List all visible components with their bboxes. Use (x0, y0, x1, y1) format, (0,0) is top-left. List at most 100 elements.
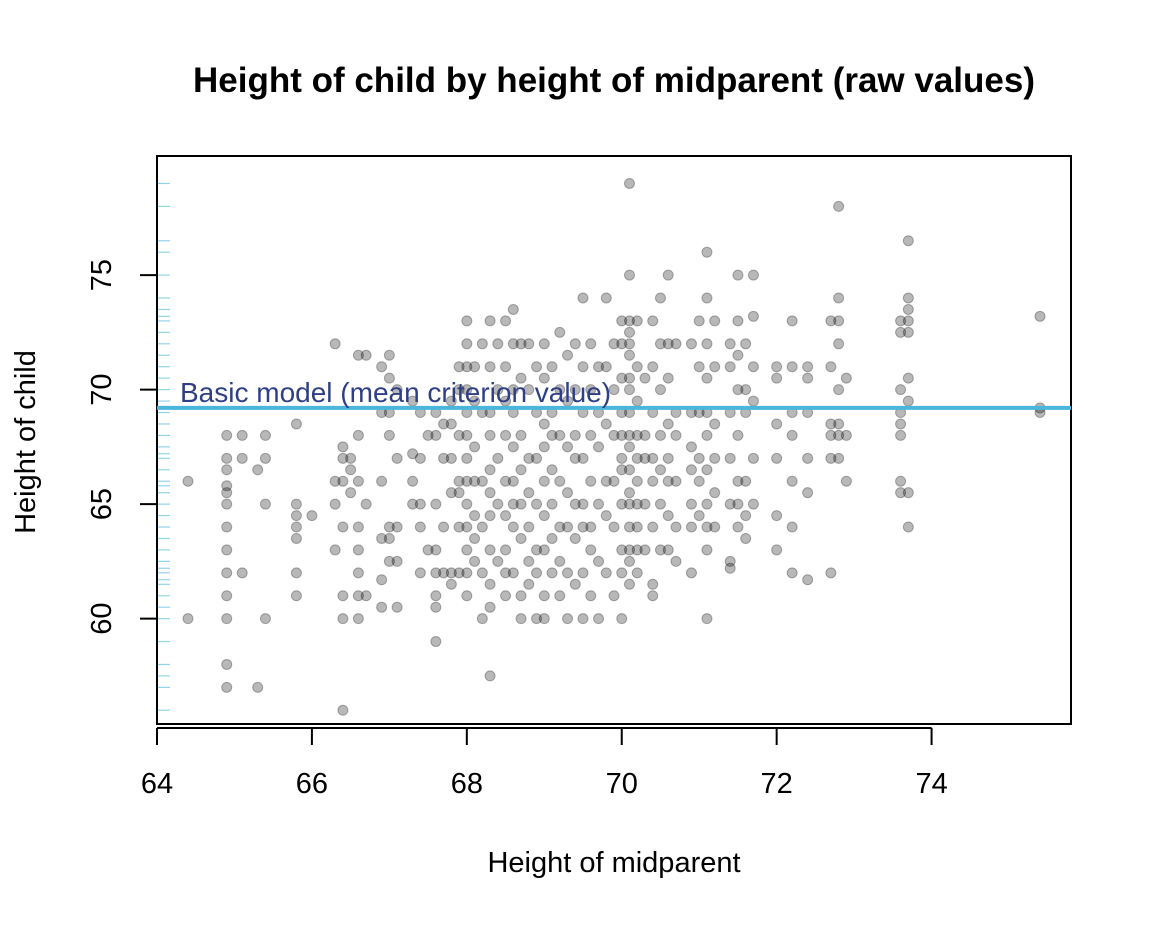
data-point (329, 475, 341, 487)
data-point (546, 361, 558, 373)
data-point (616, 544, 628, 556)
reference-line-label: Basic model (mean criterion value) (180, 377, 611, 408)
data-point (747, 452, 759, 464)
data-point (623, 372, 635, 384)
data-point (554, 384, 566, 396)
data-point (623, 521, 635, 533)
data-point (825, 361, 837, 373)
x-tick-label: 74 (915, 768, 947, 800)
data-point (538, 338, 550, 350)
data-point (360, 349, 372, 361)
chart-title: Height of child by height of midparent (… (193, 61, 1035, 100)
data-point (701, 498, 713, 510)
data-point (608, 521, 620, 533)
data-point (484, 361, 496, 373)
data-point (290, 418, 302, 430)
y-tick-label: 75 (86, 259, 118, 291)
data-point (453, 384, 465, 396)
data-point (430, 590, 442, 602)
data-point (352, 521, 364, 533)
data-point (476, 521, 488, 533)
data-point (221, 658, 233, 670)
data-point (515, 429, 527, 441)
data-point (523, 452, 535, 464)
data-point (337, 704, 349, 716)
data-point (376, 532, 388, 544)
data-point (771, 452, 783, 464)
data-point (469, 532, 481, 544)
data-point (724, 498, 736, 510)
data-point (895, 429, 907, 441)
data-point (631, 395, 643, 407)
data-point (352, 567, 364, 579)
data-point (902, 372, 914, 384)
data-point (600, 475, 612, 487)
data-point (600, 567, 612, 579)
data-point (453, 361, 465, 373)
data-point (407, 475, 419, 487)
data-point (701, 464, 713, 476)
data-point (221, 464, 233, 476)
y-tick-label: 60 (86, 603, 118, 635)
data-point (515, 464, 527, 476)
data-point (391, 521, 403, 533)
data-point (345, 452, 357, 464)
data-point (414, 521, 426, 533)
data-point (329, 498, 341, 510)
data-point (515, 498, 527, 510)
data-point (623, 326, 635, 338)
data-point (631, 544, 643, 556)
points-layer (182, 177, 1046, 716)
data-point (585, 429, 597, 441)
data-point (461, 429, 473, 441)
data-point (577, 361, 589, 373)
data-point (554, 475, 566, 487)
y-axis: 60 65 70 75 (86, 259, 158, 635)
data-point (608, 338, 620, 350)
data-point (647, 590, 659, 602)
data-point (623, 269, 635, 281)
data-point (221, 590, 233, 602)
x-tick-label: 68 (451, 768, 483, 800)
data-point (461, 544, 473, 556)
data-point (500, 475, 512, 487)
data-point (461, 315, 473, 327)
data-point (902, 487, 914, 499)
data-point (701, 246, 713, 258)
data-point (701, 292, 713, 304)
data-point (484, 578, 496, 590)
data-point (523, 521, 535, 533)
data-point (701, 429, 713, 441)
data-point (407, 498, 419, 510)
data-point (662, 544, 674, 556)
data-point (569, 498, 581, 510)
data-point (902, 521, 914, 533)
data-point (647, 578, 659, 590)
data-point (290, 532, 302, 544)
data-point (484, 429, 496, 441)
data-point (290, 567, 302, 579)
data-point (732, 475, 744, 487)
data-point (352, 613, 364, 625)
data-point (236, 429, 248, 441)
data-point (484, 601, 496, 613)
data-point (593, 555, 605, 567)
data-point (593, 613, 605, 625)
data-point (546, 532, 558, 544)
data-point (221, 613, 233, 625)
data-point (693, 510, 705, 522)
data-point (383, 555, 395, 567)
data-point (902, 235, 914, 247)
data-point (802, 574, 814, 586)
data-point (290, 590, 302, 602)
data-point (647, 521, 659, 533)
data-point (771, 372, 783, 384)
data-point (182, 613, 194, 625)
data-point (600, 292, 612, 304)
data-point (740, 532, 752, 544)
data-point (662, 372, 674, 384)
data-point (833, 200, 845, 212)
data-point (538, 590, 550, 602)
data-point (352, 544, 364, 556)
data-point (538, 372, 550, 384)
